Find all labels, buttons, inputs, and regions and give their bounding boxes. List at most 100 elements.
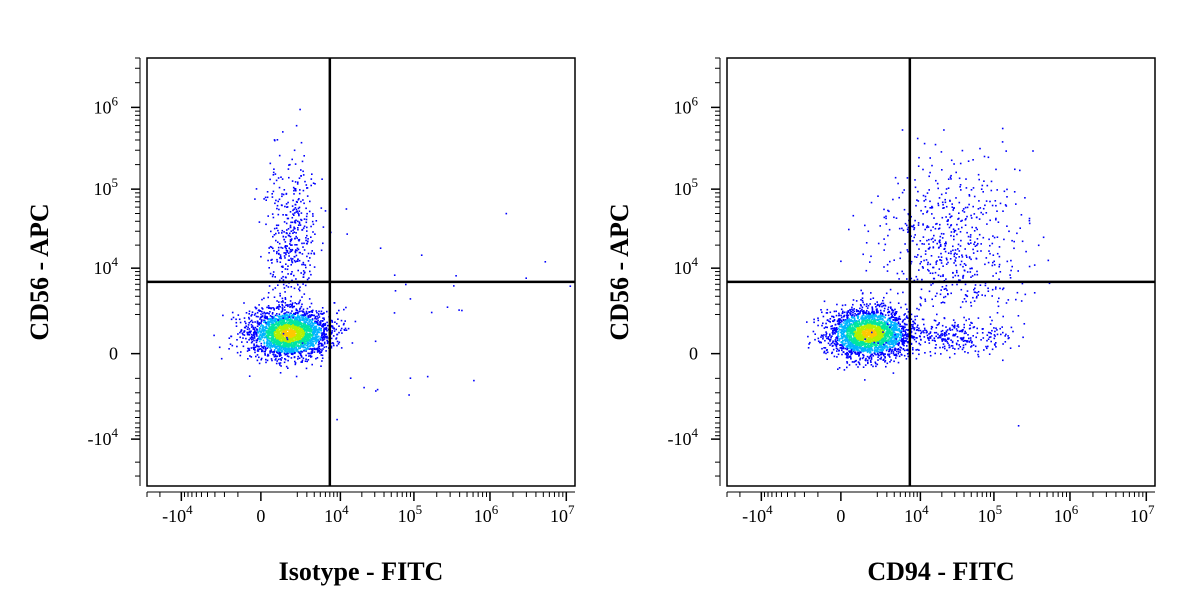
event-dot bbox=[336, 333, 339, 336]
event-dot bbox=[890, 350, 893, 352]
event-dot bbox=[306, 255, 308, 258]
event-dot bbox=[843, 369, 846, 371]
event-dot bbox=[275, 340, 277, 343]
event-dot bbox=[916, 348, 919, 351]
event-dot bbox=[869, 341, 872, 344]
event-dot bbox=[287, 317, 290, 320]
event-dot bbox=[844, 336, 846, 338]
event-dot bbox=[271, 331, 274, 333]
event-dot bbox=[827, 342, 830, 345]
event-dot bbox=[277, 241, 279, 243]
event-dot bbox=[260, 255, 262, 258]
event-dot bbox=[327, 341, 329, 343]
event-dot bbox=[322, 348, 324, 350]
event-dot bbox=[272, 353, 274, 356]
event-dot bbox=[273, 234, 276, 236]
event-dot bbox=[295, 308, 298, 310]
event-dot bbox=[900, 306, 902, 309]
event-dot bbox=[323, 330, 325, 333]
event-dot bbox=[857, 326, 859, 328]
event-dot bbox=[302, 340, 305, 342]
event-dot bbox=[291, 327, 294, 330]
event-dot bbox=[871, 311, 874, 314]
event-dot bbox=[409, 298, 412, 300]
event-dot bbox=[289, 335, 292, 338]
event-dot bbox=[847, 353, 849, 356]
event-dot bbox=[289, 321, 292, 323]
event-dot bbox=[274, 173, 277, 175]
event-dot bbox=[293, 343, 295, 345]
event-dot bbox=[269, 350, 271, 353]
event-dot bbox=[288, 176, 290, 179]
event-dot bbox=[258, 221, 261, 223]
event-dot bbox=[259, 318, 261, 320]
event-dot bbox=[298, 347, 300, 349]
event-dot bbox=[256, 345, 259, 348]
event-dot bbox=[289, 226, 292, 229]
event-dot bbox=[279, 348, 281, 351]
event-dot bbox=[306, 195, 309, 197]
event-dot bbox=[262, 324, 264, 327]
event-dot bbox=[270, 319, 273, 321]
event-dot bbox=[251, 325, 254, 327]
event-dot bbox=[285, 247, 287, 250]
event-dot bbox=[855, 341, 857, 343]
event-dot bbox=[845, 321, 847, 323]
event-dot bbox=[862, 353, 864, 356]
event-dot bbox=[884, 356, 886, 359]
event-dot bbox=[904, 326, 906, 328]
event-dot bbox=[954, 321, 956, 324]
event-dot bbox=[893, 337, 895, 340]
event-dot bbox=[281, 318, 283, 320]
event-dot bbox=[302, 346, 304, 348]
event-dot bbox=[301, 336, 304, 338]
event-dot bbox=[260, 342, 263, 345]
event-dot bbox=[301, 303, 303, 306]
event-dot bbox=[860, 310, 862, 312]
event-dot bbox=[844, 319, 847, 321]
event-dot bbox=[847, 339, 850, 341]
event-dot bbox=[285, 313, 288, 315]
event-dot bbox=[338, 309, 340, 312]
event-dot bbox=[870, 322, 872, 324]
event-dot bbox=[291, 221, 294, 224]
event-dot bbox=[264, 333, 267, 335]
event-dot bbox=[351, 342, 354, 344]
event-dot bbox=[303, 350, 305, 352]
event-dot bbox=[868, 323, 870, 325]
event-dot bbox=[882, 302, 885, 305]
event-dot bbox=[862, 310, 864, 313]
event-dot bbox=[884, 322, 886, 324]
event-dot bbox=[321, 360, 323, 362]
event-dot bbox=[302, 174, 305, 176]
event-dot bbox=[273, 326, 275, 329]
event-dot bbox=[319, 322, 322, 325]
event-dot bbox=[862, 320, 865, 323]
event-dot bbox=[290, 351, 292, 353]
event-dot bbox=[264, 329, 267, 332]
event-dot bbox=[822, 336, 824, 338]
event-dot bbox=[287, 217, 290, 220]
event-dot bbox=[297, 239, 300, 241]
event-dot bbox=[864, 332, 867, 335]
event-dot bbox=[316, 349, 319, 351]
event-dot bbox=[283, 321, 286, 323]
event-dot bbox=[300, 343, 302, 346]
event-dot bbox=[267, 320, 269, 323]
event-dot bbox=[236, 345, 238, 348]
event-dot bbox=[277, 306, 279, 309]
event-dot bbox=[887, 346, 889, 349]
event-dot bbox=[841, 349, 843, 352]
event-dot bbox=[287, 346, 289, 348]
event-dot bbox=[898, 315, 901, 318]
event-dot bbox=[302, 314, 305, 317]
event-dot bbox=[248, 322, 250, 324]
event-dot bbox=[310, 236, 312, 238]
event-dot bbox=[326, 336, 328, 338]
event-dot bbox=[844, 347, 847, 350]
event-dot bbox=[269, 321, 271, 323]
event-dot bbox=[290, 343, 293, 346]
event-dot bbox=[278, 316, 280, 318]
event-dot bbox=[852, 329, 855, 331]
event-dot bbox=[854, 351, 857, 353]
